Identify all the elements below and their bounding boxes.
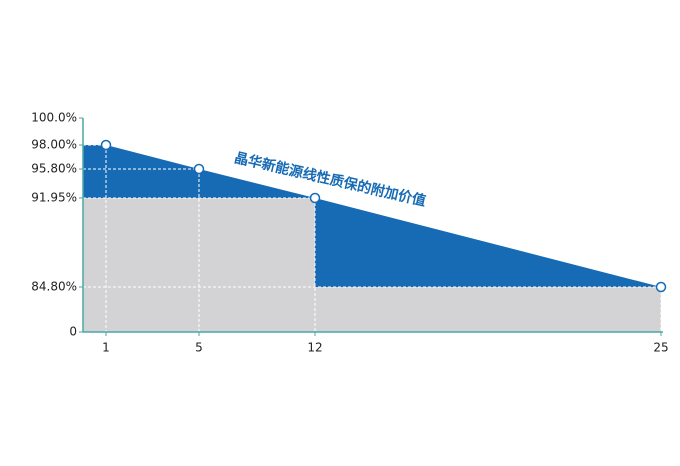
point: [100, 139, 112, 151]
y-tick-label: 91.95%: [31, 191, 77, 205]
y-tick-label: 95.80%: [31, 162, 77, 176]
x-tick-label: 12: [307, 341, 322, 355]
x-tick-label: 5: [195, 341, 203, 355]
x-tick-label: 1: [102, 341, 110, 355]
point: [193, 163, 205, 175]
point: [309, 192, 321, 204]
y-tick-label: 0: [69, 325, 77, 339]
x-tick-label: 25: [653, 341, 668, 355]
y-tick-label: 84.80%: [31, 280, 77, 294]
point: [655, 281, 667, 293]
step-area: [83, 198, 661, 332]
y-tick-label: 98.00%: [31, 138, 77, 152]
y-tick-label: 100.0%: [31, 111, 77, 125]
